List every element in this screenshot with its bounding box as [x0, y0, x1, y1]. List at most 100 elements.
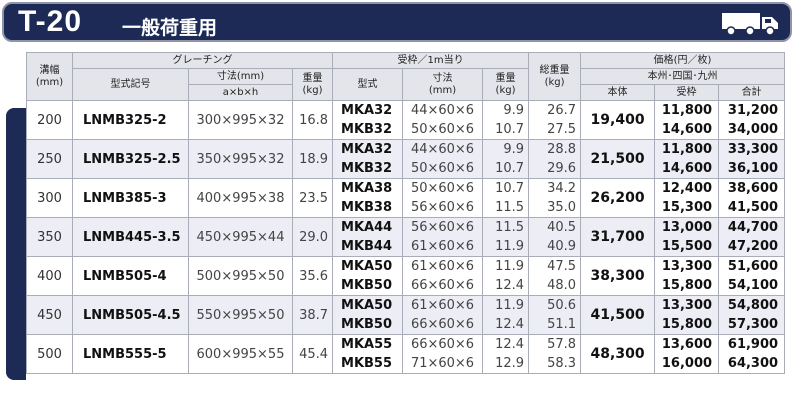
cell-frame-dim: 61×60×6 — [402, 295, 484, 315]
cell-frame-weight: 10.7 — [482, 159, 530, 179]
cell-frame-model: MKB44 — [332, 237, 404, 257]
cell-frame-weight: 11.5 — [482, 217, 530, 237]
cell-frame-dim: 66×60×6 — [402, 276, 484, 296]
cell-sum-price: 38,600 — [718, 178, 786, 198]
cell-frame-model: MKA50 — [332, 256, 404, 276]
cell-sum-price: 31,200 — [718, 100, 786, 120]
cell-frame-model: MKB50 — [332, 276, 404, 296]
col-frame-model: 型式 — [332, 68, 404, 101]
cell-total-weight: 27.5 — [528, 120, 582, 140]
cell-sum-price: 41,500 — [718, 198, 786, 218]
col-region: 本州･四国･九州 — [580, 68, 786, 85]
table-row: MKB50 66×60×6 12.4 51.1 15,800 57,300 — [27, 315, 786, 335]
cell-frame-model: MKA32 — [332, 100, 404, 120]
cell-sum-price: 54,100 — [718, 276, 786, 296]
cell-sum-price: 61,900 — [718, 334, 786, 354]
cell-body-price: 31,700 — [580, 217, 656, 257]
cell-total-weight: 29.6 — [528, 159, 582, 179]
cell-total-weight: 34.2 — [528, 178, 582, 198]
cell-frame-dim: 71×60×6 — [402, 354, 484, 374]
table-row: MKB38 56×60×6 11.5 35.0 15,300 41,500 — [27, 198, 786, 218]
cell-sum-price: 47,200 — [718, 237, 786, 257]
col-price: 価格(円／枚) — [580, 52, 786, 69]
table-row: MKB44 61×60×6 11.9 40.9 15,500 47,200 — [27, 237, 786, 257]
cell-sum-price: 54,800 — [718, 295, 786, 315]
cell-body-price: 38,300 — [580, 256, 656, 296]
col-price-body: 本体 — [580, 84, 656, 101]
side-accent-bar — [6, 108, 26, 380]
cell-frame-weight: 11.9 — [482, 256, 530, 276]
table-row: 500 LNMB555-5 600×995×55 45.4 MKA55 66×60×6 12… — [26, 334, 786, 374]
cell-sum-price: 51,600 — [718, 256, 786, 276]
cell-body-price: 41,500 — [580, 295, 656, 335]
table-row: 200 LNMB325-2 300×995×32 16.8 MKA32 44×60×6 9.… — [26, 100, 786, 140]
cell-frame-model: MKB55 — [332, 354, 404, 374]
cell-total-weight: 57.8 — [528, 334, 582, 354]
cell-frame-model: MKA50 — [332, 295, 404, 315]
table-row: MKB50 66×60×6 12.4 48.0 15,800 54,100 — [27, 276, 786, 296]
cell-frame-weight: 10.7 — [482, 120, 530, 140]
cell-frame-dim: 56×60×6 — [402, 217, 484, 237]
cell-frame-price: 15,500 — [654, 237, 720, 257]
cell-sum-price: 34,000 — [718, 120, 786, 140]
col-dimension-sub: a×b×h — [188, 84, 293, 101]
spec-table: 溝幅 (mm) グレーチング 受枠／1m当り 総重量 (kg) 価格(円／枚) … — [26, 52, 786, 374]
col-price-total: 合計 — [718, 84, 786, 101]
cell-frame-model: MKA44 — [332, 217, 404, 237]
cell-model: LNMB505-4.5 — [72, 295, 189, 335]
cell-total-weight: 47.5 — [528, 256, 582, 276]
cell-sum-price: 36,100 — [718, 159, 786, 179]
cell-frame-price: 13,300 — [654, 295, 720, 315]
cell-total-weight: 40.5 — [528, 217, 582, 237]
cell-model: LNMB385-3 — [72, 178, 189, 218]
cell-body-price: 26,200 — [580, 178, 656, 218]
cell-weight: 38.7 — [291, 295, 334, 335]
col-frame-weight: 重量 (kg) — [482, 68, 530, 101]
cell-dimension: 600×995×55 — [188, 334, 293, 374]
table-body: 200 LNMB325-2 300×995×32 16.8 MKA32 44×60×6 9.… — [26, 100, 786, 374]
col-price-frame: 受枠 — [654, 84, 720, 101]
cell-sum-price: 33,300 — [718, 139, 786, 159]
cell-sum-price: 44,700 — [718, 217, 786, 237]
col-width: 溝幅 (mm) — [26, 52, 73, 101]
col-weight: 重量 (kg) — [291, 68, 334, 101]
cell-frame-model: MKA38 — [332, 178, 404, 198]
cell-frame-dim: 44×60×6 — [402, 100, 484, 120]
table-row: MKB32 50×60×6 10.7 27.5 14,600 34,000 — [27, 120, 786, 140]
cell-frame-dim: 61×60×6 — [402, 256, 484, 276]
cell-width: 200 — [26, 100, 73, 140]
cell-model: LNMB325-2.5 — [72, 139, 189, 179]
cell-frame-weight: 10.7 — [482, 178, 530, 198]
table-row: 400 LNMB505-4 500×995×50 35.6 MKA50 61×60×6 11… — [26, 256, 786, 296]
cell-width: 300 — [26, 178, 73, 218]
cell-weight: 29.0 — [291, 217, 334, 257]
cell-frame-model: MKA55 — [332, 334, 404, 354]
table-row: 300 LNMB385-3 400×995×38 23.5 MKA38 50×60×6 10… — [26, 178, 786, 218]
cell-frame-price: 13,300 — [654, 256, 720, 276]
cell-width: 450 — [26, 295, 73, 335]
cell-total-weight: 40.9 — [528, 237, 582, 257]
cell-dimension: 450×995×44 — [188, 217, 293, 257]
cell-model: LNMB555-5 — [72, 334, 189, 374]
col-frame-dim: 寸法 (mm) — [402, 68, 484, 101]
cell-frame-dim: 50×60×6 — [402, 120, 484, 140]
cell-model: LNMB505-4 — [72, 256, 189, 296]
cell-frame-weight: 11.9 — [482, 295, 530, 315]
col-model: 型式記号 — [72, 68, 189, 101]
cell-frame-model: MKB32 — [332, 120, 404, 140]
cell-total-weight: 35.0 — [528, 198, 582, 218]
cell-sum-price: 57,300 — [718, 315, 786, 335]
truck-icon — [722, 13, 778, 36]
cell-width: 400 — [26, 256, 73, 296]
cell-frame-price: 15,800 — [654, 276, 720, 296]
cell-frame-price: 13,600 — [654, 334, 720, 354]
cell-width: 350 — [26, 217, 73, 257]
cell-frame-price: 11,800 — [654, 139, 720, 159]
cell-frame-price: 16,000 — [654, 354, 720, 374]
cell-model: LNMB325-2 — [72, 100, 189, 140]
cell-sum-price: 64,300 — [718, 354, 786, 374]
table-row: MKB32 50×60×6 10.7 29.6 14,600 36,100 — [27, 159, 786, 179]
cell-weight: 16.8 — [291, 100, 334, 140]
cell-frame-dim: 50×60×6 — [402, 159, 484, 179]
cell-total-weight: 26.7 — [528, 100, 582, 120]
